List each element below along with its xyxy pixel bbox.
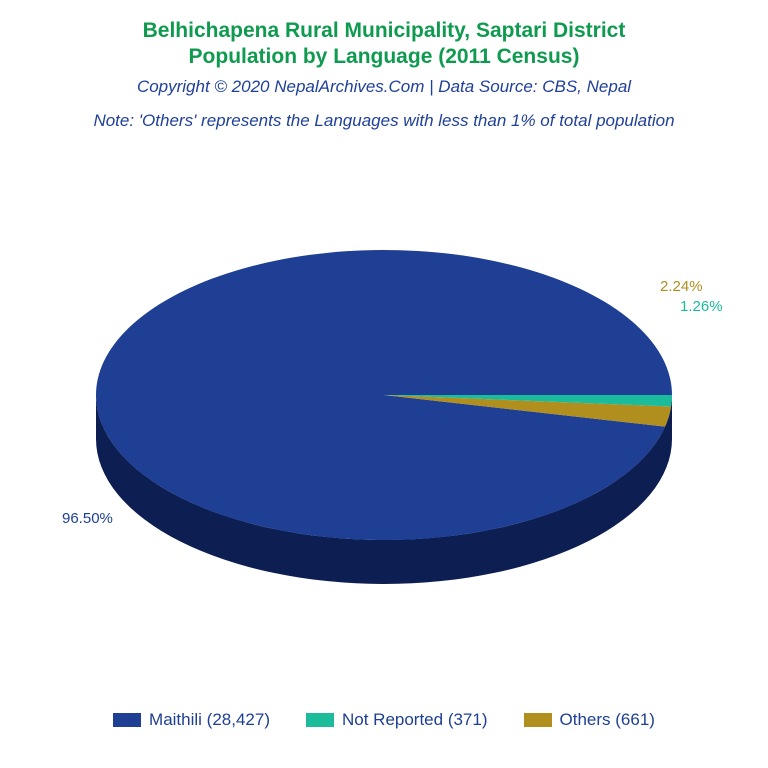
title-line-1: Belhichapena Rural Municipality, Saptari… bbox=[0, 18, 768, 44]
legend-label: Not Reported (371) bbox=[342, 710, 488, 730]
pie-chart: 96.50% 2.24% 1.26% bbox=[0, 200, 768, 620]
legend-swatch bbox=[524, 713, 552, 727]
legend-label: Others (661) bbox=[560, 710, 655, 730]
title-block: Belhichapena Rural Municipality, Saptari… bbox=[0, 0, 768, 131]
pct-label-maithili: 96.50% bbox=[62, 510, 113, 527]
legend-swatch bbox=[306, 713, 334, 727]
pct-label-not-reported: 1.26% bbox=[680, 298, 723, 315]
title-line-2: Population by Language (2011 Census) bbox=[0, 44, 768, 70]
legend-item-maithili: Maithili (28,427) bbox=[113, 710, 270, 730]
pie-svg bbox=[0, 200, 768, 620]
copyright-text: Copyright © 2020 NepalArchives.Com | Dat… bbox=[0, 77, 768, 97]
pct-label-others: 2.24% bbox=[660, 278, 703, 295]
legend-item-others: Others (661) bbox=[524, 710, 655, 730]
legend-swatch bbox=[113, 713, 141, 727]
legend: Maithili (28,427) Not Reported (371) Other… bbox=[0, 710, 768, 730]
legend-label: Maithili (28,427) bbox=[149, 710, 270, 730]
legend-item-not-reported: Not Reported (371) bbox=[306, 710, 488, 730]
note-text: Note: 'Others' represents the Languages … bbox=[0, 111, 768, 131]
